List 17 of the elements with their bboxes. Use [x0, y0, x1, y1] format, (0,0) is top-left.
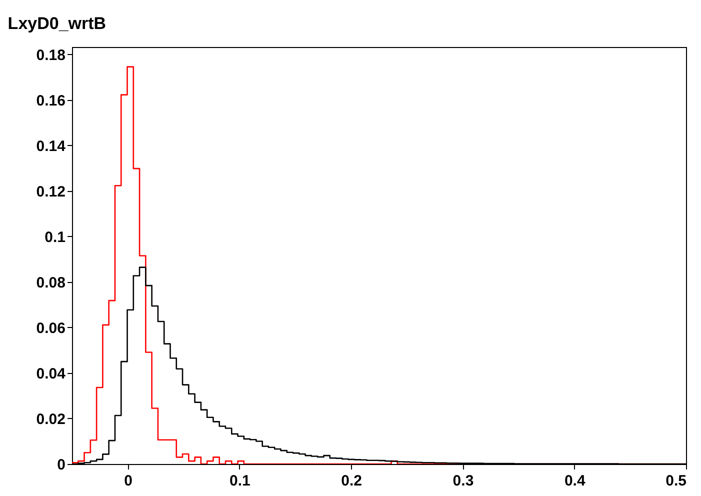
x-tick-label: 0.2 — [341, 472, 362, 490]
x-tick-label: 0.1 — [230, 472, 250, 490]
y-tick-label: 0.14 — [36, 138, 66, 155]
y-tick-label: 0.16 — [36, 92, 66, 110]
x-tick-label: 0 — [124, 472, 132, 490]
x-tick-label: 0.4 — [564, 472, 586, 490]
y-tick-label: 0.04 — [36, 365, 66, 382]
y-tick-label: 0.18 — [36, 46, 66, 64]
y-tick-label: 0.02 — [36, 410, 66, 428]
y-tick-label: 0 — [57, 456, 66, 474]
x-tick-label: 0.5 — [666, 472, 686, 490]
y-tick-label: 0.06 — [36, 320, 66, 337]
y-tick-label: 0.08 — [36, 274, 66, 292]
y-tick-label: 0.12 — [36, 183, 66, 200]
chart-title: LxyD0_wrtB — [8, 14, 106, 33]
x-tick-label: 0.3 — [452, 472, 474, 490]
y-tick-label: 0.1 — [44, 228, 66, 246]
